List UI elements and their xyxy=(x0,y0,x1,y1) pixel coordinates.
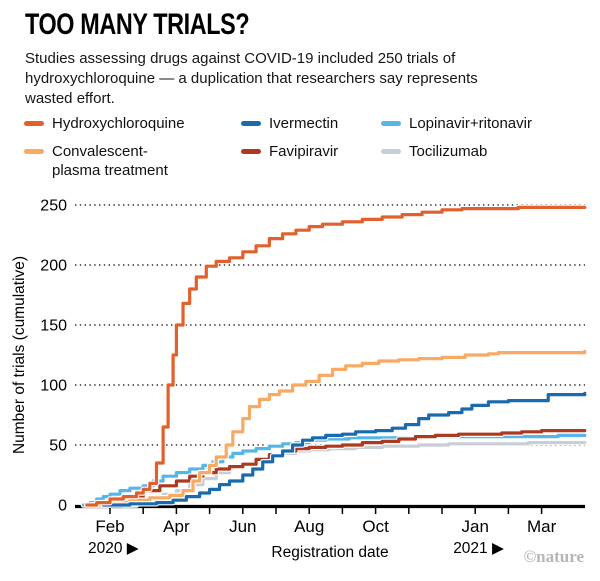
series-line-ivermectin xyxy=(101,391,587,507)
legend-label: Convalescent- plasma treatment xyxy=(52,143,168,179)
x-tick-label: Feb xyxy=(95,517,124,536)
legend-swatch-lopinavir-ritonavir xyxy=(381,121,401,126)
legend-swatch-tocilizumab xyxy=(381,149,401,154)
legend-label: Lopinavir+ritonavir xyxy=(409,115,532,132)
y-tick-label: 200 xyxy=(40,258,67,275)
x-tick-label: Jun xyxy=(229,517,256,536)
legend-item-tocilizumab: Tocilizumab xyxy=(381,142,487,161)
x-tick-label: Mar xyxy=(527,517,557,536)
x-axis-title: Registration date xyxy=(271,544,388,561)
legend-item-favipiravir: Favipiravir xyxy=(241,142,338,161)
legend-item-convalescent-plasma: Convalescent- plasma treatment xyxy=(24,142,168,180)
x-tick-label: Aug xyxy=(294,517,324,536)
legend-swatch-favipiravir xyxy=(241,149,261,154)
y-tick-label: 50 xyxy=(49,438,67,455)
y-tick-label: 150 xyxy=(40,318,67,335)
y-tick-label: 0 xyxy=(58,498,67,515)
y-tick-label: 250 xyxy=(40,198,67,215)
legend-label: Hydroxychloroquine xyxy=(52,115,185,132)
x-tick-label: Oct xyxy=(362,517,389,536)
chart-header: TOO MANY TRIALS? Studies assessing drugs… xyxy=(25,8,575,109)
legend-item-ivermectin: Ivermectin xyxy=(241,114,338,133)
legend-item-hydroxychloroquine: Hydroxychloroquine xyxy=(24,114,185,133)
page-title: TOO MANY TRIALS? xyxy=(25,8,250,41)
x-tick-label: Apr xyxy=(163,517,190,536)
year-marker: 2020 ▶ xyxy=(88,540,140,557)
legend-label: Ivermectin xyxy=(269,115,339,132)
series-line-favipiravir xyxy=(91,429,587,507)
legend-swatch-hydroxychloroquine xyxy=(24,121,44,126)
series-line-hydroxychloroquine xyxy=(85,205,587,507)
series-casing-hydroxychloroquine xyxy=(84,204,588,508)
page-subtitle: Studies assessing drugs against COVID-19… xyxy=(25,50,478,107)
y-axis-title: Number of trials (cumulative) xyxy=(11,256,28,454)
x-tick-label: Jan xyxy=(461,517,488,536)
year-marker: 2021 ▶ xyxy=(453,540,505,557)
legend-item-lopinavir-ritonavir: Lopinavir+ritonavir xyxy=(381,114,532,133)
series-line-convalescent-plasma-treatment xyxy=(88,349,587,507)
legend-label: Favipiravir xyxy=(269,143,339,160)
legend-swatch-convalescent-plasma xyxy=(24,149,44,154)
y-tick-label: 100 xyxy=(40,378,67,395)
legend-label: Tocilizumab xyxy=(409,143,488,160)
credit-nature: ©nature xyxy=(523,547,584,566)
legend-swatch-ivermectin xyxy=(241,121,261,126)
